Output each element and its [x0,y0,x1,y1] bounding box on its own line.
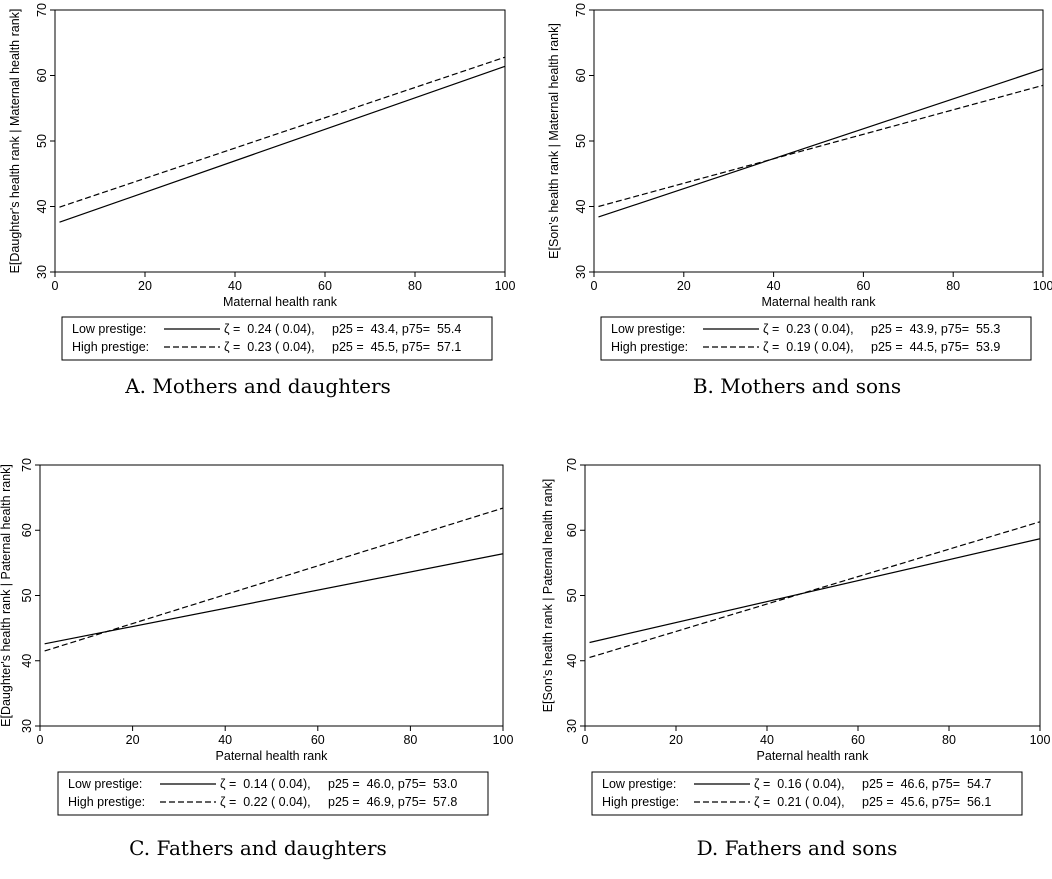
series-line-low-prestige [598,68,1044,218]
panel-caption: D. Fathers and sons [697,836,898,860]
x-tick-label: 20 [677,279,691,293]
x-tick-label: 100 [1030,733,1051,747]
x-tick-label: 20 [669,733,683,747]
legend-entry-stats: ζ = 0.19 ( 0.04), p25 = 44.5, p75= 53.9 [763,340,1000,354]
series-line-high-prestige [589,521,1041,659]
y-tick-label: 60 [35,69,49,83]
y-tick-label: 60 [565,523,579,537]
y-tick-label: 60 [20,523,34,537]
x-tick-label: 40 [767,279,781,293]
y-axis-label: E[Daughter's health rank | Paternal heal… [0,464,13,727]
x-tick-label: 40 [218,733,232,747]
x-axis-label: Maternal health rank [762,295,877,309]
y-tick-label: 60 [574,69,588,83]
y-tick-label: 40 [565,654,579,668]
x-tick-label: 100 [1033,279,1052,293]
x-axis-label: Paternal health rank [216,749,329,763]
plot-frame [593,9,1044,273]
legend-box [61,316,493,361]
y-tick-label: 40 [35,200,49,214]
legend-entry-label: Low prestige: [602,777,676,791]
legend-entry-label: High prestige: [611,340,688,354]
y-tick-label: 50 [35,134,49,148]
plot-frame [584,464,1041,727]
legend-entry-stats: ζ = 0.24 ( 0.04), p25 = 43.4, p75= 55.4 [224,322,461,336]
legend-entry-stats: ζ = 0.14 ( 0.04), p25 = 46.0, p75= 53.0 [220,777,457,791]
legend-box [600,316,1032,361]
series-line-low-prestige [59,65,506,223]
panel-c: 0 20 40 60 80 100 30 40 50 60 70 Paternal health ra… [0,458,513,860]
panel-d: 0 20 40 60 80 100 30 40 50 60 70 Paternal health ra… [541,458,1050,860]
x-tick-label: 80 [942,733,956,747]
x-tick-label: 100 [493,733,514,747]
panel-caption: B. Mothers and sons [693,374,901,398]
legend-entry-stats: ζ = 0.22 ( 0.04), p25 = 46.9, p75= 57.8 [220,795,457,809]
x-tick-label: 0 [591,279,598,293]
legend-entry-label: Low prestige: [68,777,142,791]
x-axis-label: Maternal health rank [223,295,338,309]
legend-box [57,771,489,816]
x-tick-label: 0 [37,733,44,747]
x-tick-label: 20 [138,279,152,293]
x-tick-label: 40 [228,279,242,293]
x-tick-label: 60 [856,279,870,293]
y-tick-label: 40 [574,200,588,214]
x-tick-label: 80 [946,279,960,293]
series-line-high-prestige [59,56,506,208]
x-tick-label: 20 [126,733,140,747]
panel-caption: C. Fathers and daughters [129,836,387,860]
legend-entry-label: Low prestige: [611,322,685,336]
x-tick-label: 60 [318,279,332,293]
legend-entry-label: High prestige: [602,795,679,809]
series-line-low-prestige [589,538,1041,644]
plot-frame [39,464,504,727]
y-axis-label: E[Daughter's health rank | Maternal heal… [8,9,22,274]
series-line-high-prestige [598,84,1044,208]
legend: Low prestige: ζ = 0.23 ( 0.04), p25 = 43.… [600,316,1032,361]
y-tick-label: 70 [565,458,579,472]
x-tick-label: 0 [582,733,589,747]
x-tick-label: 0 [52,279,59,293]
legend-entry-stats: ζ = 0.23 ( 0.04), p25 = 45.5, p75= 57.1 [224,340,461,354]
y-tick-label: 50 [20,589,34,603]
legend-box [591,771,1023,816]
legend-entry-stats: ζ = 0.23 ( 0.04), p25 = 43.9, p75= 55.3 [763,322,1000,336]
legend-entry-label: Low prestige: [72,322,146,336]
y-tick-label: 30 [20,719,34,733]
y-tick-label: 70 [574,3,588,17]
panel-caption: A. Mothers and daughters [124,374,391,398]
x-tick-label: 100 [495,279,516,293]
x-tick-label: 60 [311,733,325,747]
x-tick-label: 80 [408,279,422,293]
x-tick-label: 80 [403,733,417,747]
legend-entry-label: High prestige: [72,340,149,354]
y-tick-label: 40 [20,654,34,668]
panel-a: 0 20 40 60 80 100 30 40 50 60 70 Maternal health ra… [8,3,515,398]
series-line-low-prestige [44,553,504,645]
y-tick-label: 70 [35,3,49,17]
legend: Low prestige: ζ = 0.24 ( 0.04), p25 = 43.… [61,316,493,361]
legend-entry-stats: ζ = 0.16 ( 0.04), p25 = 46.6, p75= 54.7 [754,777,991,791]
x-tick-label: 40 [760,733,774,747]
plot-frame [54,9,506,273]
y-tick-label: 50 [574,134,588,148]
series-line-high-prestige [44,507,504,652]
legend: Low prestige: ζ = 0.14 ( 0.04), p25 = 46.… [57,771,489,816]
x-axis-label: Paternal health rank [757,749,870,763]
y-axis-label: E[Son's health rank | Maternal health ra… [547,23,561,259]
y-tick-label: 70 [20,458,34,472]
y-axis-label: E[Son's health rank | Paternal health ra… [541,479,555,713]
x-tick-label: 60 [851,733,865,747]
legend-entry-label: High prestige: [68,795,145,809]
y-tick-label: 50 [565,589,579,603]
legend-entry-stats: ζ = 0.21 ( 0.04), p25 = 45.6, p75= 56.1 [754,795,991,809]
y-tick-label: 30 [574,265,588,279]
y-tick-label: 30 [35,265,49,279]
y-tick-label: 30 [565,719,579,733]
panel-b: 0 20 40 60 80 100 30 40 50 60 70 Maternal health ra… [547,3,1052,398]
legend: Low prestige: ζ = 0.16 ( 0.04), p25 = 46.… [591,771,1023,816]
